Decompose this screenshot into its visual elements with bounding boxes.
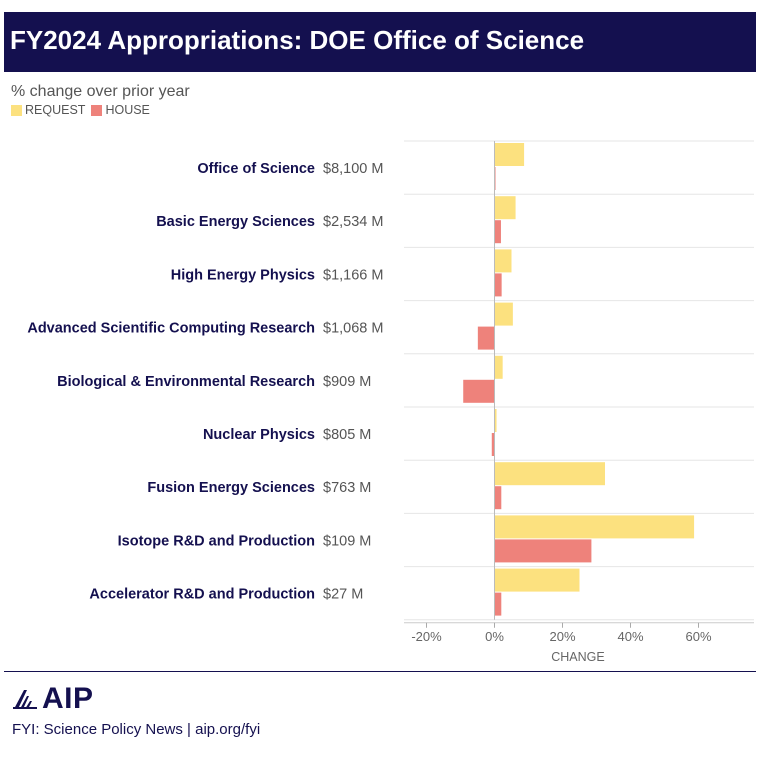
x-axis-title: CHANGE bbox=[551, 650, 604, 664]
bar-house-accelerator-randd-and-production bbox=[494, 592, 502, 616]
category-label-nuclear-physics: Nuclear Physics bbox=[203, 427, 315, 443]
x-tick-label: -20% bbox=[411, 629, 442, 644]
aip-logo: AIP bbox=[12, 682, 94, 716]
amount-label-office-of-science: $8,100 M bbox=[323, 161, 383, 177]
title-banner: FY2024 Appropriations: DOE Office of Sci… bbox=[4, 12, 756, 72]
bar-house-high-energy-physics bbox=[494, 273, 502, 297]
category-label-high-energy-physics: High Energy Physics bbox=[171, 267, 315, 283]
legend-label-request: REQUEST bbox=[25, 103, 86, 117]
amount-label-isotope-randd-and-production: $109 M bbox=[323, 533, 371, 549]
bar-request-accelerator-randd-and-production bbox=[494, 568, 580, 592]
bar-request-basic-energy-sciences bbox=[494, 196, 516, 220]
footer-divider bbox=[4, 671, 756, 672]
bar-request-office-of-science bbox=[494, 143, 525, 166]
bar-house-biological-and-environmental-research bbox=[463, 379, 495, 403]
category-label-advanced-scientific-computing-research: Advanced Scientific Computing Research bbox=[27, 321, 315, 337]
category-label-isotope-randd-and-production: Isotope R&D and Production bbox=[118, 533, 315, 549]
amount-label-advanced-scientific-computing-research: $1,068 M bbox=[323, 321, 383, 337]
bar-house-advanced-scientific-computing-research bbox=[477, 326, 495, 350]
bar-request-high-energy-physics bbox=[494, 249, 512, 273]
chart-subtitle: % change over prior year bbox=[11, 83, 190, 100]
bar-chart: Office of Science $8,100 M Basic Energy Sc… bbox=[27, 140, 754, 664]
amount-label-basic-energy-sciences: $2,534 M bbox=[323, 214, 383, 230]
bar-request-nuclear-physics bbox=[494, 409, 497, 432]
bar-house-isotope-randd-and-production bbox=[494, 539, 592, 563]
bar-house-fusion-energy-sciences bbox=[494, 486, 502, 510]
amount-label-biological-and-environmental-research: $909 M bbox=[323, 374, 371, 390]
legend-item-house: HOUSE bbox=[91, 103, 150, 117]
x-tick-label: 40% bbox=[617, 629, 643, 644]
bar-house-nuclear-physics bbox=[491, 433, 495, 456]
category-label-biological-and-environmental-research: Biological & Environmental Research bbox=[57, 374, 315, 390]
x-tick-label: 0% bbox=[485, 629, 504, 644]
legend: REQUEST HOUSE bbox=[11, 103, 156, 117]
amount-label-nuclear-physics: $805 M bbox=[323, 427, 371, 443]
amount-label-fusion-energy-sciences: $763 M bbox=[323, 480, 371, 496]
x-tick-label: 60% bbox=[685, 629, 711, 644]
amount-label-high-energy-physics: $1,166 M bbox=[323, 267, 383, 283]
legend-item-request: REQUEST bbox=[11, 103, 85, 117]
bar-request-biological-and-environmental-research bbox=[494, 355, 503, 379]
bar-request-fusion-energy-sciences bbox=[494, 462, 605, 486]
bar-request-isotope-randd-and-production bbox=[494, 515, 695, 539]
aip-logo-icon bbox=[13, 690, 37, 709]
category-label-basic-energy-sciences: Basic Energy Sciences bbox=[156, 214, 315, 230]
source-credit: FYI: Science Policy News | aip.org/fyi bbox=[12, 721, 261, 738]
legend-swatch-house bbox=[91, 104, 103, 116]
bar-request-advanced-scientific-computing-research bbox=[494, 302, 513, 326]
category-label-fusion-energy-sciences: Fusion Energy Sciences bbox=[147, 480, 315, 496]
aip-logo-wordmark: AIP bbox=[42, 682, 94, 715]
category-label-accelerator-randd-and-production: Accelerator R&D and Production bbox=[89, 587, 315, 603]
legend-swatch-request bbox=[11, 104, 22, 116]
bar-house-basic-energy-sciences bbox=[494, 220, 501, 244]
x-tick-label: 20% bbox=[549, 629, 575, 644]
amount-label-accelerator-randd-and-production: $27 M bbox=[323, 587, 363, 603]
chart-title: FY2024 Appropriations: DOE Office of Sci… bbox=[10, 25, 585, 55]
legend-label-house: HOUSE bbox=[105, 103, 150, 117]
category-label-office-of-science: Office of Science bbox=[197, 161, 315, 177]
